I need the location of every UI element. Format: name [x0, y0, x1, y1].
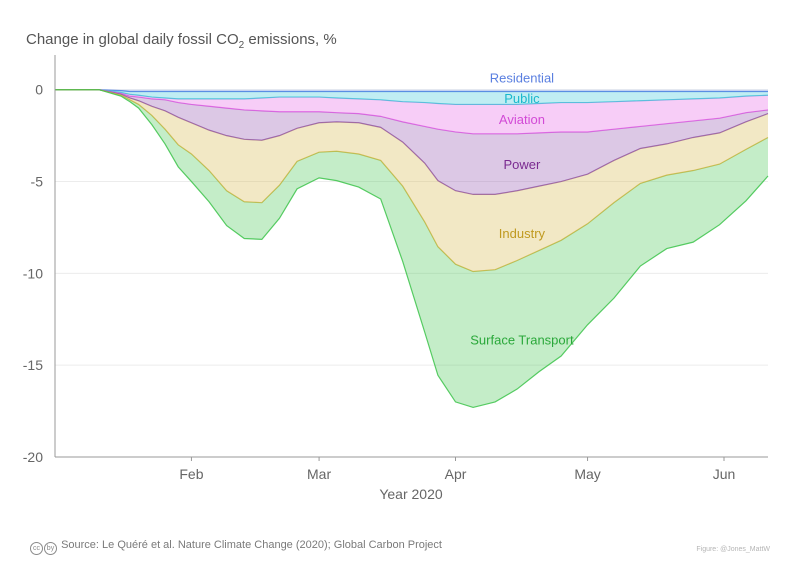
- series-label-public: Public: [504, 91, 540, 106]
- line-industry: [55, 89, 769, 273]
- area-aviation: [55, 89, 768, 134]
- tick-labels: 0 -5 -10 -15 -20 Feb Mar Apr May Jun: [23, 82, 736, 482]
- source-note: cc by Source: Le Quéré et al. Nature Clim…: [30, 539, 442, 555]
- chart-title-subscript: 2: [238, 40, 245, 51]
- series-label-industry: Industry: [499, 226, 546, 241]
- cc-icon: cc: [30, 542, 43, 555]
- area-power: [55, 89, 768, 195]
- chart-title: Change in global daily fossil CO2 emissi…: [26, 31, 337, 51]
- series-label-residential: Residential: [490, 71, 554, 86]
- series-labels: Residential Public Aviation Power Industry Su…: [470, 71, 574, 348]
- series-label-aviation: Aviation: [499, 112, 545, 127]
- stacked-areas: [55, 89, 769, 409]
- cc-by-icon: by: [44, 542, 57, 555]
- y-tick-label: 0: [35, 82, 43, 98]
- figure-credit: Figure: @Jones_MattW: [696, 546, 770, 553]
- source-text: Source: Le Quéré et al. Nature Climate C…: [61, 539, 442, 551]
- line-public: [55, 89, 769, 106]
- area-public: [55, 89, 768, 105]
- y-tick-label: -15: [23, 357, 43, 373]
- x-tick-label: Apr: [445, 466, 467, 482]
- y-tick-label: -10: [23, 265, 43, 281]
- gridlines: [55, 89, 768, 366]
- area-industry: [55, 89, 768, 272]
- axes: [54, 55, 768, 458]
- line-aviation: [55, 89, 769, 135]
- line-residential: [55, 89, 768, 93]
- line-surface-transport: [55, 89, 769, 409]
- chart-title-main: Change in global daily fossil CO: [26, 31, 239, 48]
- series-label-power: Power: [503, 157, 541, 172]
- x-axis-title: Year 2020: [379, 486, 443, 502]
- chart-title-tail: emissions, %: [244, 31, 337, 48]
- area-surface-transport: [55, 89, 768, 408]
- x-tick-label: May: [574, 466, 600, 482]
- x-tick-label: Mar: [307, 466, 331, 482]
- x-tick-label: Feb: [179, 466, 203, 482]
- y-tick-label: -5: [31, 174, 44, 190]
- line-power: [55, 89, 769, 195]
- y-tick-label: -20: [23, 449, 43, 465]
- series-label-surface-transport: Surface Transport: [470, 332, 574, 347]
- x-tick-label: Jun: [713, 466, 736, 482]
